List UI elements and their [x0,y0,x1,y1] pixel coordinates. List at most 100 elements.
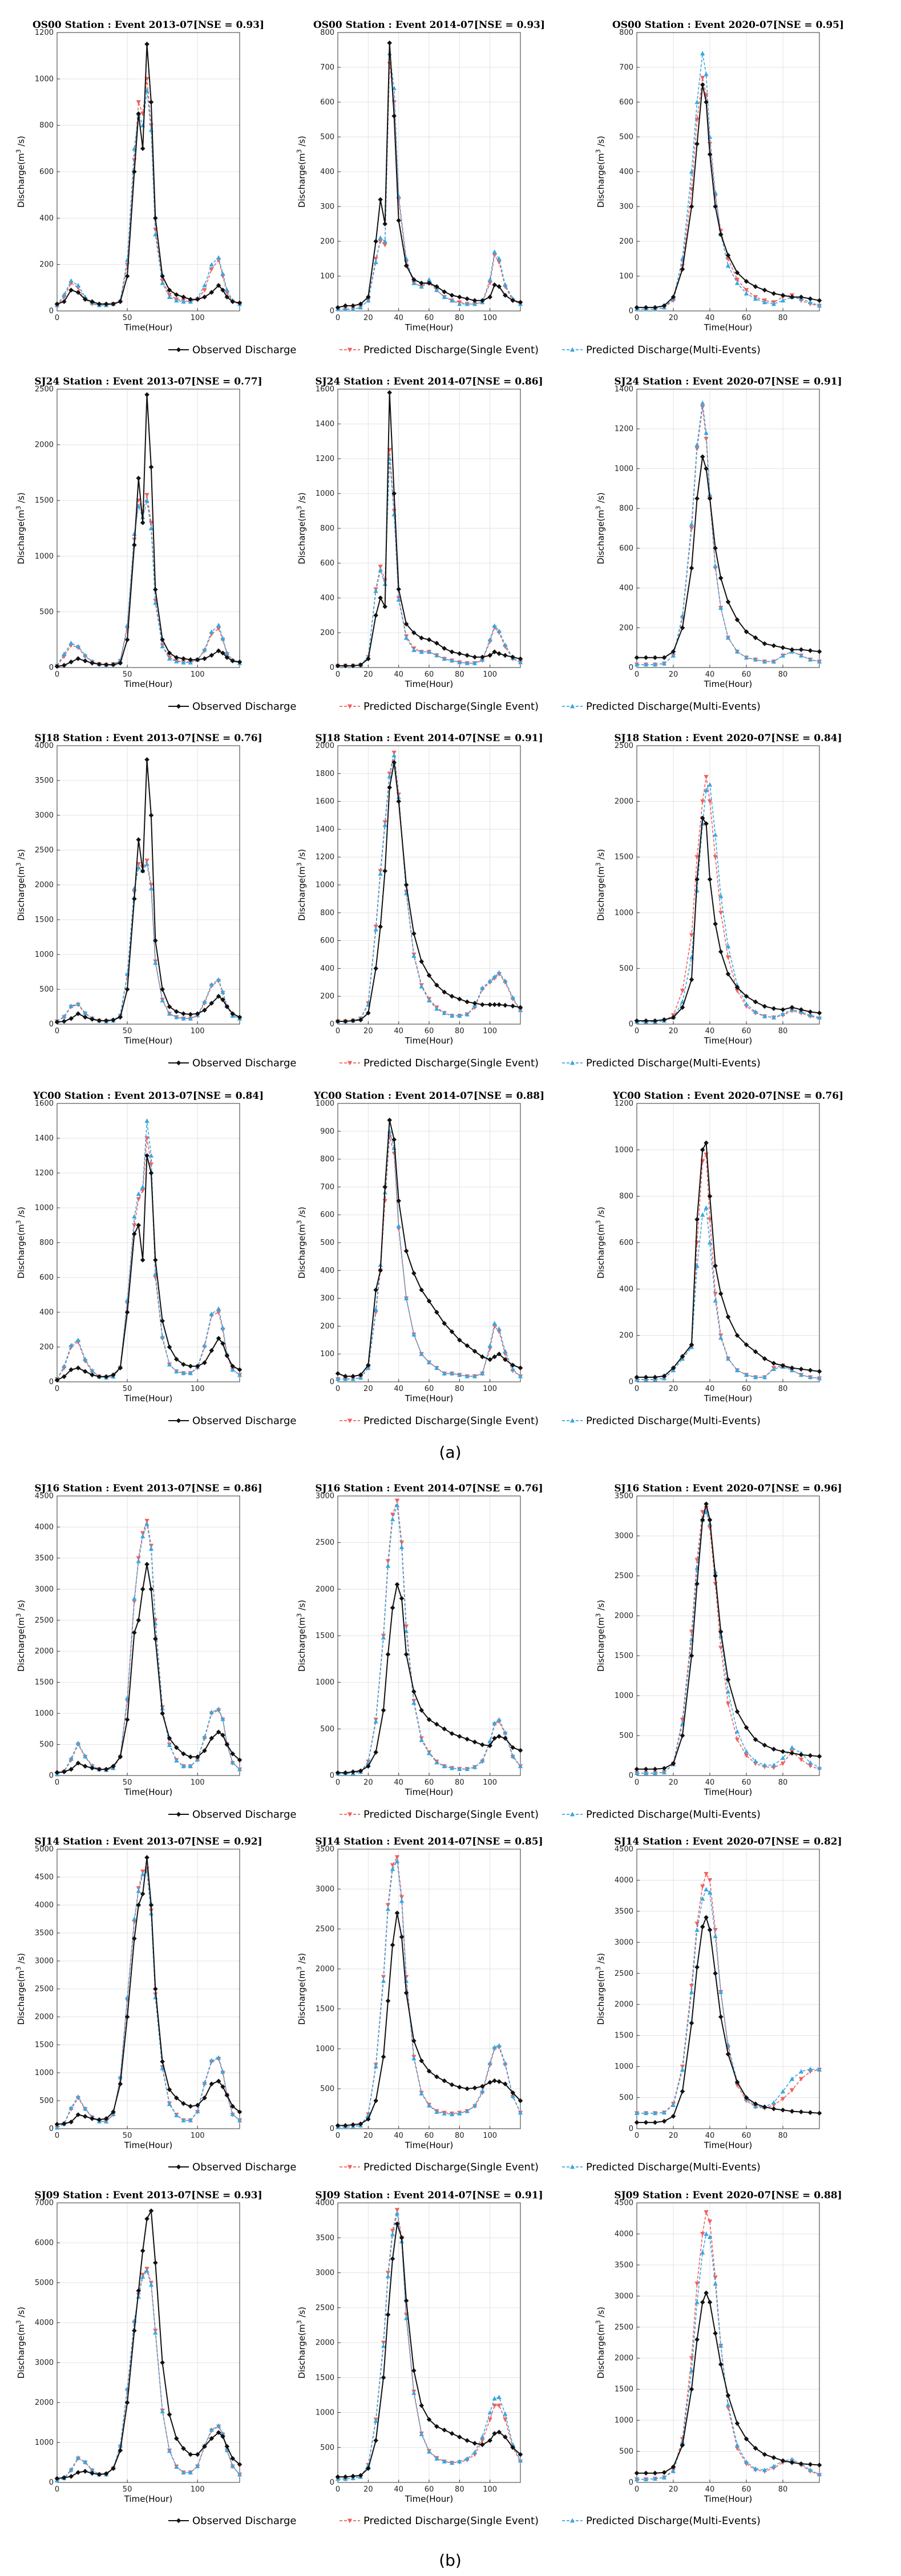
point-observed [652,655,658,660]
point-observed [789,647,795,652]
y-tick-label: 100 [320,272,334,281]
point-multi [457,660,462,665]
point-observed [480,1002,485,1008]
point-observed [148,1170,154,1176]
point-observed [366,2116,371,2122]
point-observed [700,2299,705,2305]
x-tick-label: 60 [742,1778,751,1787]
point-observed [487,2080,492,2085]
point-multi [449,2112,455,2117]
plot-area [637,1496,819,1776]
point-multi [160,2409,165,2413]
x-tick-label: 20 [669,1027,678,1036]
legend-marker-single [347,1812,353,1817]
point-observed [744,2095,749,2100]
legend-label-observed: Observed Discharge [192,1809,296,1821]
point-observed [399,1596,405,1601]
point-multi [136,1191,141,1196]
chart-title: SJ09 Station : Event 2013-07[NSE = 0.93] [34,2190,262,2201]
y-tick-label: 0 [629,1378,633,1386]
chart-title: OS00 Station : Event 2020-07[NSE = 0.95] [612,19,844,31]
point-multi [744,655,749,660]
point-observed [75,1365,81,1370]
point-multi [181,299,186,304]
point-observed [707,152,713,157]
point-observed [403,621,409,627]
point-observed [492,1002,497,1008]
point-multi [487,978,492,983]
series-observed [54,757,243,1025]
point-observed [700,1147,705,1152]
point-observed [237,1367,243,1372]
point-observed [487,653,492,658]
point-observed [124,986,130,992]
y-tick-label: 2000 [316,742,334,750]
point-multi [771,2464,777,2469]
point-multi [419,984,424,989]
y-tick-label: 1500 [615,1652,633,1660]
point-multi [652,2110,658,2116]
point-observed [762,1742,767,1748]
point-observed [704,1501,709,1507]
point-observed [373,613,378,618]
point-observed [68,1766,74,1772]
point-multi [373,588,378,593]
y-tick-label: 0 [49,664,54,672]
y-tick-label: 2500 [35,1985,54,1993]
point-observed [643,2470,649,2476]
x-tick-label: 100 [483,314,497,322]
y-tick-label: 1500 [316,2005,334,2013]
point-multi [753,2466,758,2471]
point-multi [174,658,179,664]
point-observed [68,2474,74,2479]
point-observed [144,2216,150,2222]
point-observed [817,1754,822,1759]
x-tick-label: 40 [394,670,403,679]
point-observed [343,2474,348,2480]
x-tick-label: 0 [55,670,59,679]
point-observed [689,1653,694,1659]
point-multi [449,2460,455,2465]
point-single [689,2356,694,2361]
x-tick-label: 40 [705,1778,715,1787]
point-observed [419,635,424,641]
point-single [700,75,705,80]
point-single [378,564,383,569]
point-observed [718,1629,724,1635]
point-observed [96,301,102,307]
x-tick-label: 80 [778,1385,788,1393]
point-multi [707,782,713,787]
point-multi [202,1342,207,1348]
point-observed [124,1309,130,1315]
point-multi [734,649,740,654]
point-multi [771,301,777,306]
point-observed [725,971,731,977]
point-observed [195,2102,200,2108]
point-multi [457,1372,462,1377]
point-multi [230,2463,235,2468]
y-tick-label: 500 [39,2097,54,2105]
y-tick-label: 2000 [615,2354,633,2363]
point-observed [358,301,363,307]
point-multi [373,1718,378,1724]
point-observed [132,2328,137,2334]
y-tick-label: 1000 [615,2416,633,2425]
x-tick-label: 0 [55,1778,59,1787]
point-observed [132,1936,137,1942]
y-axis-label: Discharge(m3 /s) [15,1600,26,1672]
x-tick-label: 0 [635,1385,639,1393]
point-multi [188,1764,193,1769]
y-tick-label: 200 [320,237,334,246]
point-multi [399,1544,405,1550]
point-observed [202,294,207,300]
point-multi [518,660,523,665]
point-observed [220,2434,225,2439]
point-multi [725,1356,731,1361]
point-multi [449,658,455,663]
point-observed [54,1020,60,1025]
x-tick-label: 60 [425,1027,434,1036]
point-observed [230,299,235,305]
point-observed [403,1652,409,1657]
point-multi [378,235,383,240]
point-observed [136,1617,142,1623]
